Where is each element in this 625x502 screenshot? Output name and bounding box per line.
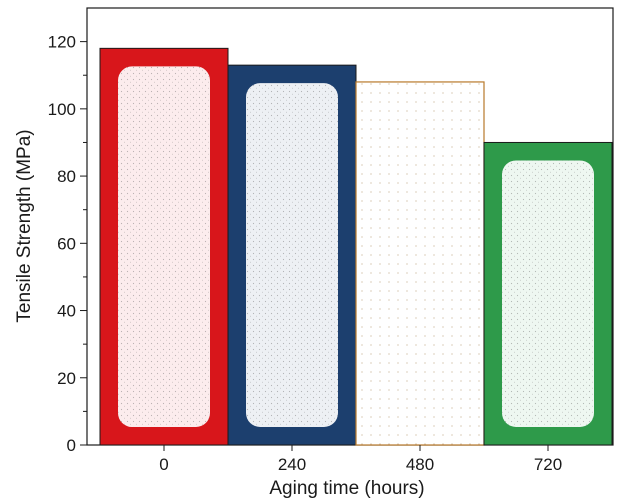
x-axis-title: Aging time (hours) — [269, 478, 424, 499]
x-axis: 0 240 480 720 — [159, 445, 562, 474]
y-tick-label-40: 40 — [57, 302, 76, 321]
bars-layer — [99, 47, 613, 446]
y-tick-label-20: 20 — [57, 369, 76, 388]
y-tick-label-0: 0 — [67, 436, 76, 455]
bar-240 — [227, 64, 357, 446]
bar-480 — [355, 81, 485, 446]
x-tick-label-720: 720 — [534, 455, 562, 474]
y-tick-label-120: 120 — [48, 33, 76, 52]
x-tick-label-480: 480 — [406, 455, 434, 474]
y-tick-label-100: 100 — [48, 100, 76, 119]
x-tick-label-0: 0 — [159, 455, 168, 474]
x-tick-label-240: 240 — [278, 455, 306, 474]
y-axis-title: Tensile Strength (MPa) — [14, 129, 35, 322]
y-tick-label-80: 80 — [57, 167, 76, 186]
y-tick-label-60: 60 — [57, 234, 76, 253]
bar-720 — [483, 141, 613, 446]
bar-0 — [99, 47, 229, 446]
y-axis: 0 20 40 60 80 100 120 — [48, 33, 87, 455]
